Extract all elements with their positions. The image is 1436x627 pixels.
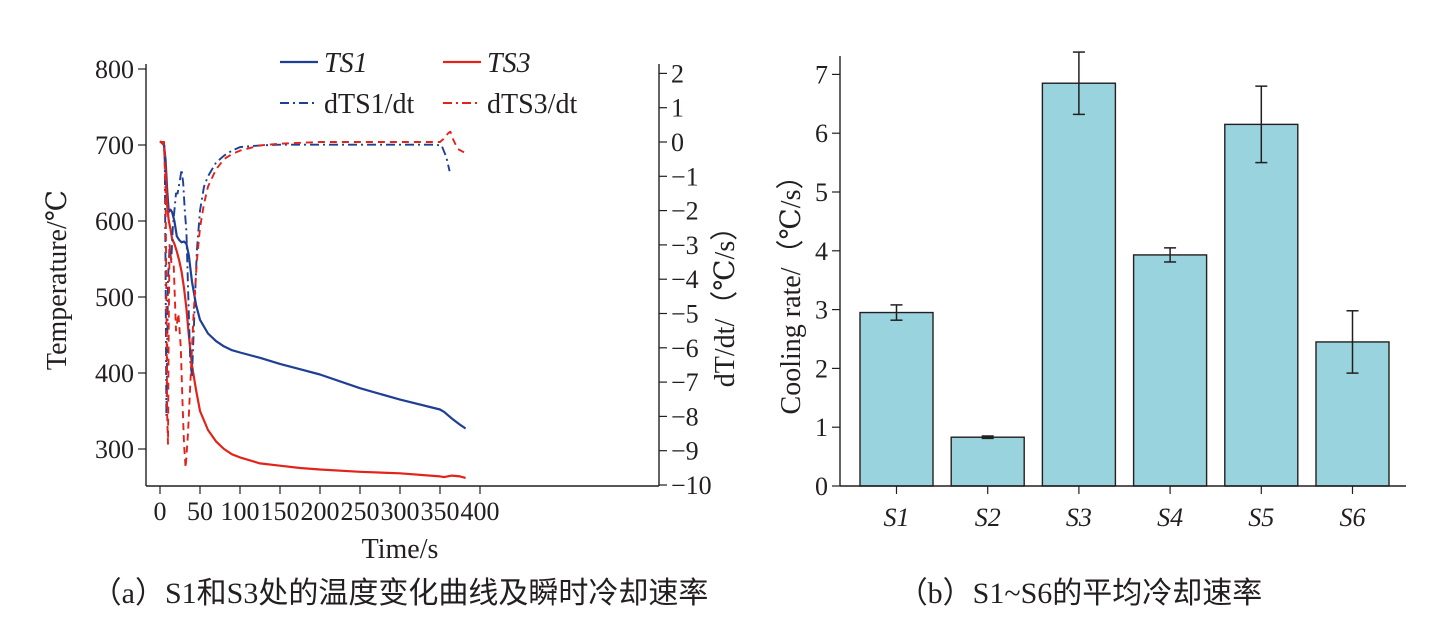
- a-y2-tick-label: 0: [671, 128, 684, 157]
- a-y-tick-label: 300: [95, 435, 134, 464]
- bar: [1224, 123, 1299, 487]
- b-y-tick-label: 4: [815, 237, 828, 266]
- a-y2-tick-label: −8: [671, 402, 699, 431]
- a-y2-tick-label: −6: [671, 334, 699, 363]
- a-y-axis-label: Temperature/℃: [42, 190, 73, 370]
- panel-b-axes: [839, 56, 1406, 487]
- a-x-tick-label: 100: [221, 497, 260, 526]
- bar: [1132, 254, 1208, 487]
- b-x-tick-label: S2: [975, 503, 1001, 532]
- a-y2-tick-label: −4: [671, 265, 699, 294]
- a-y2-tick-label: −3: [671, 231, 699, 260]
- legend-label-ts1: TS1: [324, 48, 368, 79]
- b-y-tick-label: 7: [815, 60, 828, 89]
- a-y2-axis-label: dT/dt/（℃/s）: [709, 213, 741, 387]
- bar: [950, 436, 1025, 487]
- a-y-tick-label: 800: [95, 55, 134, 84]
- a-y2-tick-label: −7: [671, 368, 699, 397]
- a-y-tick-label: 600: [95, 207, 134, 236]
- a-y2-tick-label: −1: [671, 162, 699, 191]
- bar: [859, 311, 934, 487]
- a-legend: TS1 TS3 dTS1/dt dTS3/dt: [280, 48, 577, 120]
- b-x-tick-label: S1: [884, 503, 910, 532]
- b-y-tick-label: 0: [815, 472, 828, 501]
- b-y-axis-label: Cooling rate/（℃/s）: [775, 162, 807, 415]
- caption-b: （b）S1~S6的平均冷却速率: [898, 577, 1263, 610]
- a-y-tick-label: 400: [95, 359, 134, 388]
- panel-b-ticks: 0 1 2 3 4 5 6 7 S1 S2 S3 S4 S5 S6: [815, 60, 1366, 532]
- b-x-tick-label: S4: [1157, 503, 1183, 532]
- a-series-line-4: [160, 130, 465, 469]
- a-y-tick-label: 500: [95, 283, 134, 312]
- b-y-tick-label: 1: [815, 413, 828, 442]
- legend-label-ts3: TS3: [487, 48, 531, 79]
- legend-label-dts3: dTS3/dt: [487, 89, 577, 120]
- panel-a-series: [159, 130, 467, 479]
- b-y-tick-label: 2: [815, 354, 828, 383]
- a-y2-tick-label: 1: [671, 94, 684, 123]
- a-x-tick-label: 250: [341, 497, 380, 526]
- b-y-tick-label: 6: [815, 119, 828, 148]
- a-x-tick-label: 300: [381, 497, 420, 526]
- b-x-tick-label: S6: [1340, 503, 1366, 532]
- a-y2-tick-label: −5: [671, 300, 699, 329]
- caption-a: （a）S1和S3处的温度变化曲线及瞬时冷却速率: [92, 577, 709, 610]
- legend-label-dts1: dTS1/dt: [324, 89, 414, 120]
- a-x-tick-label: 400: [461, 497, 500, 526]
- bar: [1041, 82, 1117, 487]
- a-y2-tick-label: −9: [671, 437, 699, 466]
- a-y2-tick-label: −2: [671, 197, 699, 226]
- b-y-tick-label: 5: [815, 178, 828, 207]
- a-x-tick-label: 0: [154, 497, 167, 526]
- b-y-tick-label: 3: [815, 296, 828, 325]
- b-x-tick-label: S5: [1248, 503, 1274, 532]
- panel-a-ticks: 0 50 100 150 200 250 300 350 4003004005006007008…: [95, 55, 712, 526]
- a-x-tick-label: 200: [301, 497, 340, 526]
- a-series-line-3: [160, 141, 451, 418]
- a-y2-tick-label: −10: [671, 471, 712, 500]
- a-series-line-2: [159, 140, 466, 479]
- a-y2-tick-label: 2: [671, 59, 684, 88]
- panel-b-bars: [859, 51, 1390, 487]
- b-x-tick-label: S3: [1066, 503, 1092, 532]
- a-series-line-1: [159, 140, 467, 430]
- a-x-tick-label: 150: [261, 497, 300, 526]
- a-y-tick-label: 700: [95, 131, 134, 160]
- a-x-tick-label: 350: [421, 497, 460, 526]
- panel-a: 0 50 100 150 200 250 300 350 4003004005006007008…: [42, 48, 741, 610]
- a-x-tick-label: 50: [187, 497, 213, 526]
- a-x-axis-label: Time/s: [362, 534, 439, 565]
- panel-a-axes: [145, 64, 660, 487]
